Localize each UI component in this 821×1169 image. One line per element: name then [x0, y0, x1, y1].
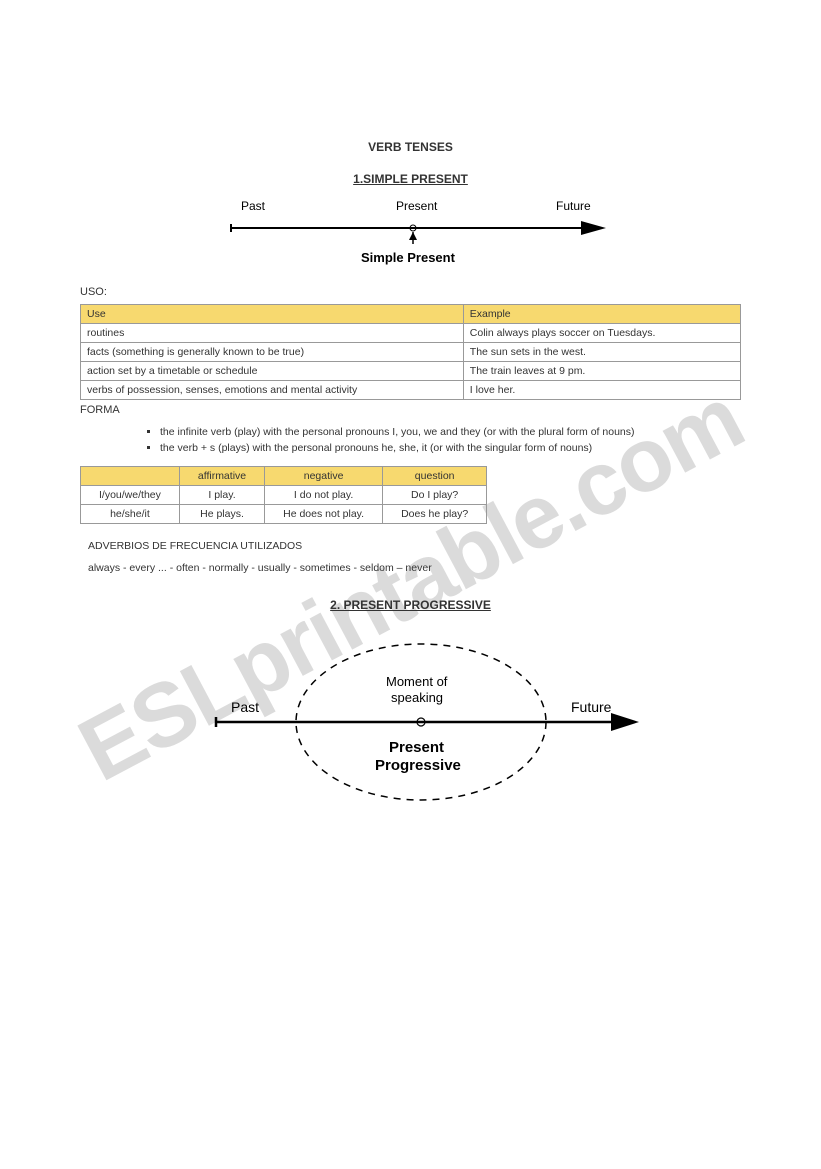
table-row: he/she/it He plays. He does not play. Do… [81, 505, 487, 524]
pp-label-2: Progressive [375, 757, 461, 774]
pp-future-label: Future [571, 699, 612, 715]
table-row: action set by a timetable or scheduleThe… [81, 362, 741, 381]
timeline-future-label: Future [556, 199, 591, 213]
main-title: VERB TENSES [80, 140, 741, 154]
document-page: VERB TENSES 1.SIMPLE PRESENT Past Presen… [0, 0, 821, 862]
forma-label: FORMA [80, 404, 741, 416]
table-row: routinesColin always plays soccer on Tue… [81, 324, 741, 343]
adverbs-title: ADVERBIOS DE FRECUENCIA UTILIZADOS [88, 540, 741, 552]
moment-label-1: Moment of [386, 674, 448, 689]
section1-heading: 1.SIMPLE PRESENT [80, 172, 741, 186]
use-col-header: Use [81, 305, 464, 324]
section2-heading: 2. PRESENT PROGRESSIVE [80, 598, 741, 612]
present-progressive-diagram: Moment of speaking Present Progressive P… [171, 622, 651, 812]
timeline-label: Simple Present [361, 250, 456, 265]
moment-label-2: speaking [391, 690, 443, 705]
timeline-present-label: Present [396, 199, 438, 213]
table-header-row: Use Example [81, 305, 741, 324]
use-table: Use Example routinesColin always plays s… [80, 304, 741, 400]
list-item: the verb + s (plays) with the personal p… [160, 442, 741, 454]
adverbs-list: always - every ... - often - normally - … [88, 562, 741, 574]
form-bullets: the infinite verb (play) with the person… [100, 426, 741, 454]
example-col-header: Example [463, 305, 740, 324]
form-table: affirmative negative question I/you/we/t… [80, 466, 487, 524]
form-col-blank [81, 467, 180, 486]
table-row: facts (something is generally known to b… [81, 343, 741, 362]
form-col-negative: negative [265, 467, 383, 486]
pp-past-label: Past [231, 699, 259, 715]
simple-present-timeline: Past Present Future Simple Present [201, 196, 621, 276]
form-col-affirmative: affirmative [179, 467, 264, 486]
table-row: verbs of possession, senses, emotions an… [81, 381, 741, 400]
uso-label: USO: [80, 286, 741, 298]
pp-label-1: Present [389, 739, 444, 756]
form-col-question: question [383, 467, 487, 486]
table-row: I/you/we/they I play. I do not play. Do … [81, 486, 487, 505]
timeline-past-label: Past [241, 199, 266, 213]
list-item: the infinite verb (play) with the person… [160, 426, 741, 438]
table-header-row: affirmative negative question [81, 467, 487, 486]
